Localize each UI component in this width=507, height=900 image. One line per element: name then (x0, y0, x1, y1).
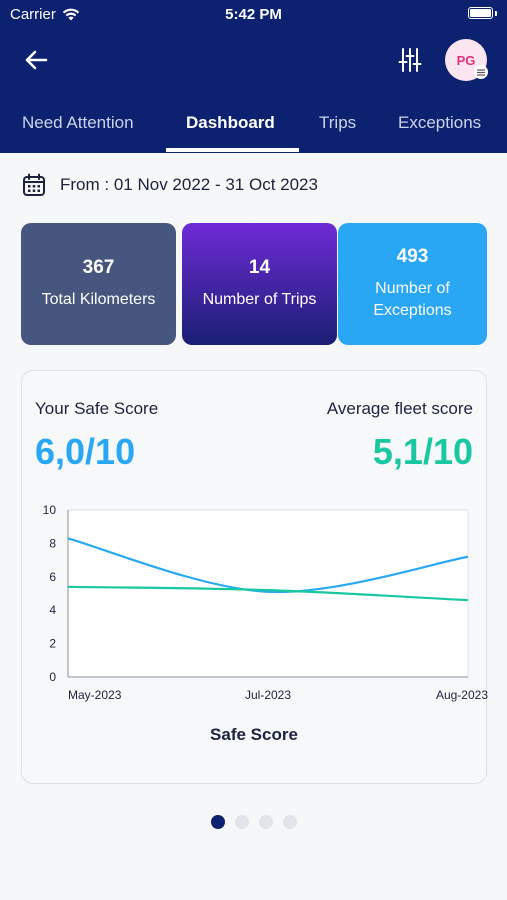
status-time: 5:42 PM (225, 6, 282, 23)
chart-title: Safe Score (210, 725, 298, 744)
safe-score-chart: 0 2 4 6 8 10 May-2023 Jul-2023 Aug-2023 (43, 503, 489, 702)
tab-exceptions[interactable]: Exceptions (398, 113, 482, 132)
number-of-trips-value: 14 (248, 257, 271, 278)
total-kilometers-value: 367 (82, 257, 115, 278)
filter-button[interactable] (394, 44, 426, 76)
average-fleet-score-label: Average fleet score (326, 399, 473, 418)
active-tab-indicator (166, 148, 299, 152)
date-range-row[interactable]: From : 01 Nov 2022 - 31 Oct 2023 (22, 173, 318, 197)
number-of-exceptions-card[interactable]: 493 Number of Exceptions (338, 223, 487, 345)
battery-tip (495, 11, 497, 16)
x-tick-label: May-2023 (68, 688, 122, 702)
number-of-trips-label: Number of Trips (202, 291, 317, 308)
y-tick-label: 2 (49, 637, 56, 651)
page-dot[interactable] (234, 815, 249, 829)
average-fleet-score-value: 5,1/10 (372, 431, 473, 472)
tab-dashboard[interactable]: Dashboard (186, 113, 275, 132)
tab-trips[interactable]: Trips (319, 113, 357, 132)
your-safe-score-label: Your Safe Score (35, 399, 159, 418)
y-tick-label: 8 (49, 536, 56, 550)
y-tick-label: 10 (43, 503, 57, 517)
page-dot[interactable] (210, 815, 225, 829)
calendar-icon (23, 173, 45, 196)
battery-icon (468, 7, 493, 19)
wifi-icon (62, 8, 80, 21)
number-of-exceptions-value: 493 (396, 246, 429, 267)
tab-bar: Need Attention Dashboard Trips Exception… (0, 100, 507, 153)
user-avatar[interactable]: PG (445, 39, 488, 81)
total-kilometers-label: Total Kilometers (41, 291, 156, 308)
y-tick-label: 4 (49, 603, 56, 617)
arrow-left-icon (25, 50, 48, 70)
plot-area (67, 509, 469, 678)
your-safe-score-value: 6,0/10 (35, 431, 136, 472)
series-line-0 (67, 537, 469, 594)
back-button[interactable] (20, 44, 52, 76)
y-tick-label: 6 (49, 570, 56, 584)
menu-icon (474, 65, 488, 79)
number-of-trips-card[interactable]: 14 Number of Trips (182, 223, 337, 345)
x-tick-label: Aug-2023 (436, 688, 488, 702)
y-tick-label: 0 (49, 670, 56, 684)
safe-score-panel: Your Safe Score Average fleet score 6,0/… (21, 370, 489, 784)
avatar-initials: PG (456, 52, 476, 68)
page-dot[interactable] (282, 815, 297, 829)
carrier-label: Carrier (10, 6, 56, 23)
sliders-icon (398, 48, 422, 72)
number-of-exceptions-label: Number of Exceptions (373, 280, 452, 319)
total-kilometers-card[interactable]: 367 Total Kilometers (21, 223, 176, 345)
date-range-label: From : 01 Nov 2022 - 31 Oct 2023 (60, 175, 318, 194)
app-header: Carrier 5:42 PM PG (0, 0, 507, 153)
carrier-info: Carrier (10, 6, 80, 23)
tab-need-attention[interactable]: Need Attention (22, 113, 134, 132)
page-dot[interactable] (258, 815, 273, 829)
series-line-1 (67, 585, 469, 602)
x-tick-label: Jul-2023 (245, 688, 291, 702)
page-indicator (0, 815, 507, 829)
status-bar: Carrier 5:42 PM (0, 0, 507, 28)
